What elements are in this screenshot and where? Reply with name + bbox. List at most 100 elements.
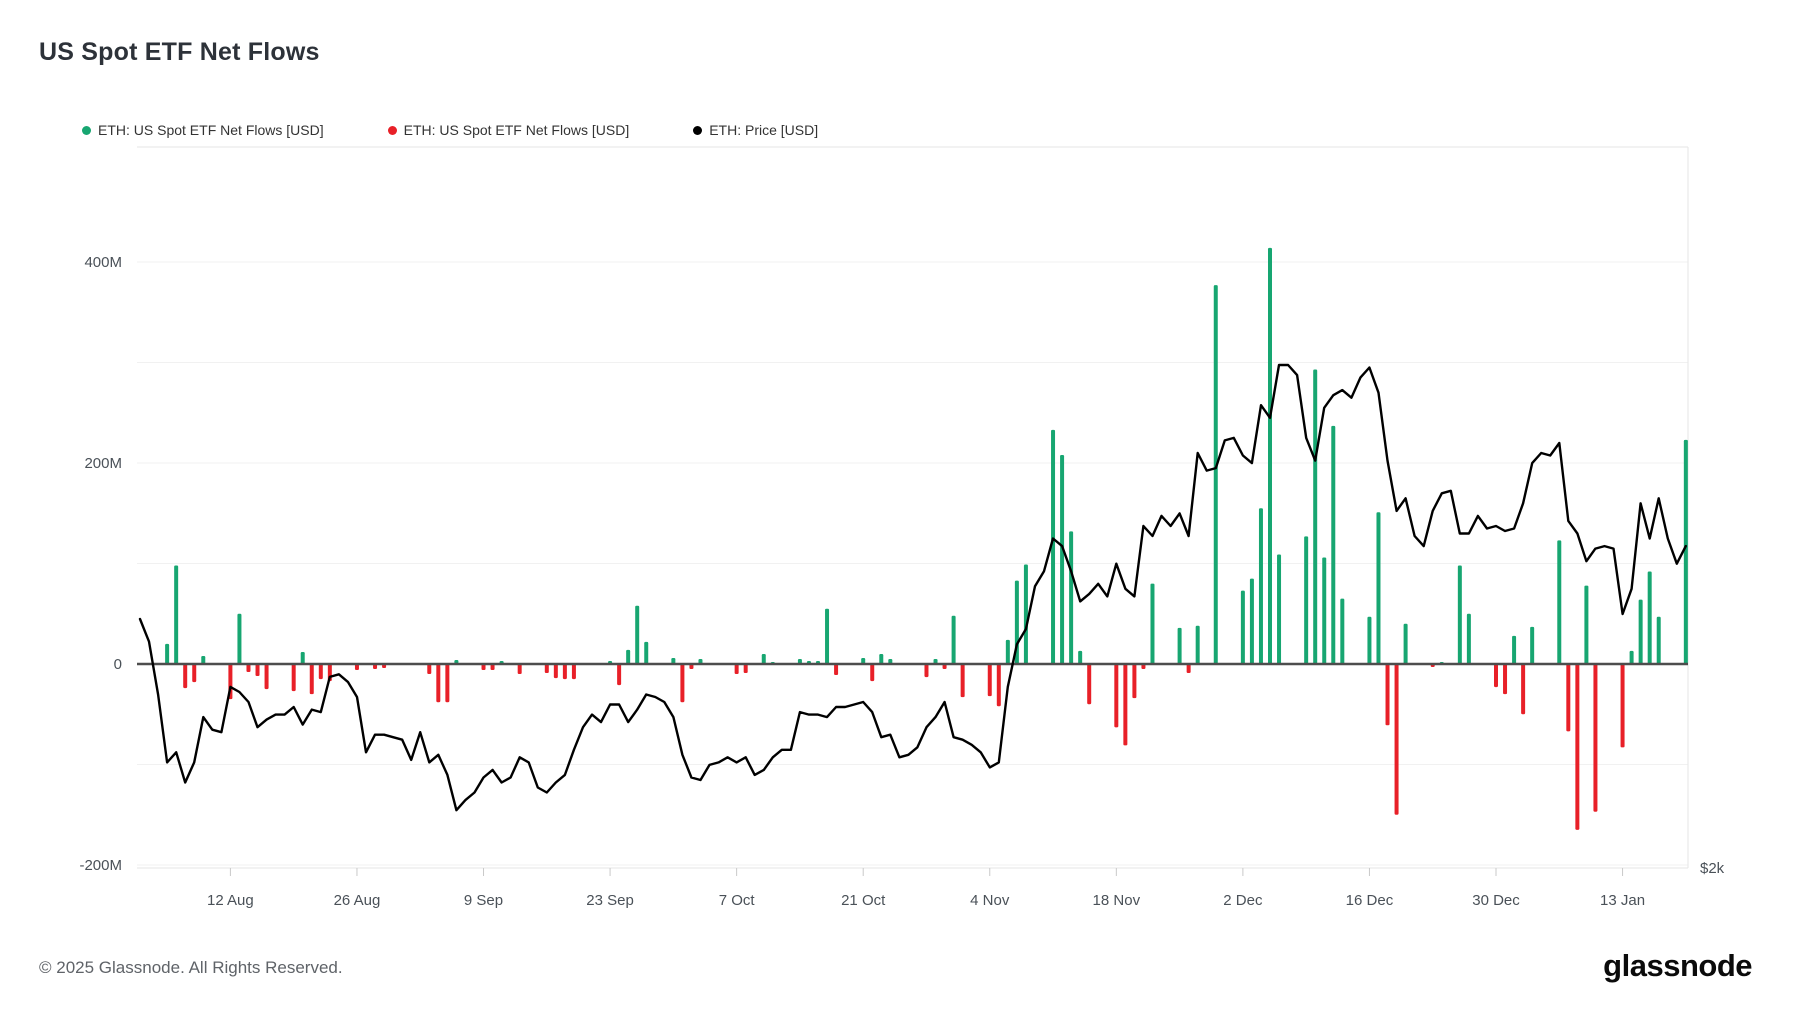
flow-bar — [544, 664, 549, 674]
flow-bar — [246, 664, 251, 673]
glassnode-logo: glassnode — [1603, 948, 1752, 983]
flow-bar — [436, 664, 441, 703]
flow-bar — [562, 664, 567, 680]
flow-bar — [1322, 557, 1327, 664]
flow-bar — [1457, 565, 1462, 664]
flow-bar — [1078, 650, 1083, 664]
flow-bar — [743, 664, 748, 674]
flow-bar — [1023, 564, 1028, 664]
flow-bar — [861, 657, 866, 664]
flow-bar — [617, 664, 622, 686]
flow-bar — [1530, 626, 1535, 664]
flow-bar — [834, 664, 839, 676]
flow-bar — [354, 664, 359, 671]
flow-bar — [1331, 425, 1336, 664]
flow-bar — [553, 664, 558, 679]
flow-bar — [689, 664, 694, 670]
legend: ETH: US Spot ETF Net Flows [USD] ETH: US … — [82, 120, 882, 140]
flow-bar — [879, 653, 884, 664]
flow-bar — [960, 664, 965, 698]
legend-item-inflows[interactable]: ETH: US Spot ETF Net Flows [USD] — [82, 122, 324, 138]
flow-bar — [1304, 536, 1309, 664]
flow-bar — [1069, 531, 1074, 664]
flow-bar — [300, 651, 305, 664]
flow-bar — [797, 658, 802, 664]
flow-bar — [165, 643, 170, 664]
legend-item-label: ETH: US Spot ETF Net Flows [USD] — [98, 122, 324, 138]
flow-bar — [1494, 664, 1498, 688]
flow-bar — [318, 664, 323, 680]
flow-bar — [644, 641, 649, 664]
flow-bar — [1403, 623, 1408, 664]
flow-bar — [1503, 664, 1508, 695]
flow-bar — [671, 657, 676, 664]
price-line — [138, 363, 1688, 812]
flow-bar — [309, 664, 314, 695]
legend-item-label: ETH: Price [USD] — [709, 122, 819, 138]
flow-bar — [635, 605, 640, 664]
flow-bar — [571, 664, 576, 680]
x-axis-label: 4 Nov — [970, 892, 1010, 909]
flow-bar — [1385, 664, 1390, 726]
x-axis-label: 13 Jan — [1600, 892, 1645, 909]
flow-bar — [1575, 664, 1580, 830]
flow-bar — [1268, 247, 1272, 664]
flow-bar — [1005, 639, 1010, 664]
flow-bar — [951, 615, 956, 664]
x-axis-label: 2 Dec — [1223, 892, 1263, 909]
flow-bar — [1114, 664, 1119, 728]
x-axis-label: 18 Nov — [1093, 892, 1141, 909]
flow-bar — [1584, 585, 1589, 664]
flow-bar — [1557, 540, 1562, 664]
x-axis-label: 12 Aug — [207, 892, 254, 909]
flow-bar — [490, 664, 495, 671]
flow-bar — [1195, 625, 1200, 664]
flow-bar — [1566, 664, 1571, 732]
legend-dot-icon — [693, 125, 703, 135]
y-axis-label: 400M — [84, 254, 122, 271]
flow-bar — [192, 664, 197, 683]
legend-item-label: ETH: US Spot ETF Net Flows [USD] — [403, 122, 630, 138]
flow-bar — [1060, 454, 1065, 664]
flow-bar — [1638, 599, 1643, 664]
flow-bar — [924, 664, 929, 678]
flow-bar — [942, 664, 947, 670]
legend-item-outflows[interactable]: ETH: US Spot ETF Net Flows [USD] — [387, 122, 630, 138]
flow-bar — [1620, 664, 1625, 748]
flow-bar — [1177, 627, 1182, 664]
flow-bar — [1258, 508, 1263, 664]
legend-dot-icon — [387, 125, 397, 135]
flow-bar — [680, 664, 685, 703]
flow-bar — [1186, 664, 1191, 674]
flow-bar — [1051, 429, 1056, 664]
x-axis-label: 21 Oct — [841, 892, 886, 909]
flow-bar — [933, 658, 938, 664]
flow-bar — [761, 653, 766, 664]
legend-item-price[interactable]: ETH: Price [USD] — [693, 122, 818, 138]
flow-bar — [996, 664, 1001, 707]
flow-bar — [626, 649, 631, 664]
flow-bar — [201, 655, 206, 664]
x-axis-label: 26 Aug — [334, 892, 381, 909]
flow-bar — [1277, 554, 1282, 664]
copyright-text: © 2025 Glassnode. All Rights Reserved. — [39, 958, 343, 977]
flow-bar — [373, 664, 378, 670]
y-axis-label: 200M — [84, 455, 122, 472]
flow-bar — [427, 664, 432, 675]
flow-bar — [255, 664, 260, 677]
flow-bar — [825, 608, 830, 664]
flow-bar — [987, 664, 992, 697]
flow-bar — [1629, 650, 1634, 664]
flow-bar — [734, 664, 739, 675]
page-title: US Spot ETF Net Flows — [39, 38, 320, 66]
x-axis-label: 23 Sep — [586, 892, 634, 909]
flow-bar — [1132, 664, 1137, 699]
flow-bar — [1213, 285, 1218, 664]
flow-bar — [1240, 590, 1245, 664]
flow-bar — [264, 664, 269, 690]
flow-bar — [1466, 613, 1471, 664]
flow-bar — [1367, 616, 1372, 664]
flow-bar — [1656, 616, 1661, 664]
